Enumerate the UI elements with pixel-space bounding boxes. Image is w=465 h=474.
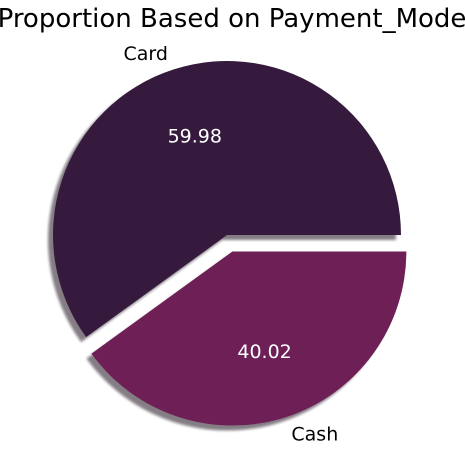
slice-value-cash: 40.02 <box>237 341 291 363</box>
pie-labels: Card 59.98 Cash 40.02 <box>124 43 339 446</box>
pie-slice-card <box>52 60 402 338</box>
slice-label-card: Card <box>124 43 168 65</box>
pie-slices <box>52 60 407 426</box>
slice-label-cash: Cash <box>291 424 338 446</box>
chart-title: Proportion Based on Payment_Mode <box>0 4 465 34</box>
pie-slice-cash <box>91 251 407 426</box>
slice-value-card: 59.98 <box>168 126 222 148</box>
